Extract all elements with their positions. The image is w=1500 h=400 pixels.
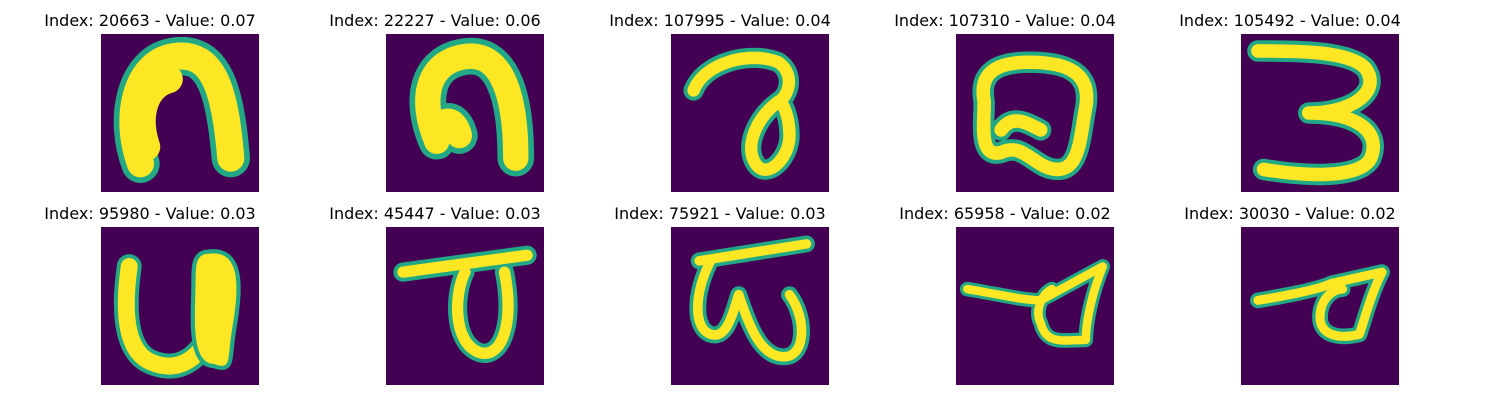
panel: Index: 75921 - Value: 0.03 <box>570 193 870 393</box>
panel: Index: 45447 - Value: 0.03 <box>285 193 585 393</box>
glyph-image <box>101 227 259 385</box>
glyph-image <box>671 34 829 192</box>
panel-title: Index: 107995 - Value: 0.04 <box>609 11 831 30</box>
panel-title: Index: 107310 - Value: 0.04 <box>894 11 1116 30</box>
glyph-image <box>671 227 829 385</box>
glyph-image <box>386 34 544 192</box>
panel-title: Index: 75921 - Value: 0.03 <box>614 204 826 223</box>
panel-title: Index: 20663 - Value: 0.07 <box>44 11 256 30</box>
panel: Index: 95980 - Value: 0.03 <box>0 193 300 393</box>
panel-title: Index: 65958 - Value: 0.02 <box>899 204 1111 223</box>
panel: Index: 22227 - Value: 0.06 <box>285 0 585 200</box>
glyph-image <box>101 34 259 192</box>
glyph-image <box>956 227 1114 385</box>
glyph-image <box>386 227 544 385</box>
panel-title: Index: 22227 - Value: 0.06 <box>329 11 541 30</box>
panel-title: Index: 45447 - Value: 0.03 <box>329 204 541 223</box>
panel-title: Index: 30030 - Value: 0.02 <box>1184 204 1396 223</box>
glyph-image <box>1241 227 1399 385</box>
panel: Index: 107310 - Value: 0.04 <box>855 0 1155 200</box>
panel: Index: 30030 - Value: 0.02 <box>1140 193 1440 393</box>
panel: Index: 20663 - Value: 0.07 <box>0 0 300 200</box>
panel-title: Index: 95980 - Value: 0.03 <box>44 204 256 223</box>
panel: Index: 107995 - Value: 0.04 <box>570 0 870 200</box>
glyph-image <box>956 34 1114 192</box>
panel-title: Index: 105492 - Value: 0.04 <box>1179 11 1401 30</box>
glyph-image <box>1241 34 1399 192</box>
panel: Index: 105492 - Value: 0.04 <box>1140 0 1440 200</box>
panel: Index: 65958 - Value: 0.02 <box>855 193 1155 393</box>
